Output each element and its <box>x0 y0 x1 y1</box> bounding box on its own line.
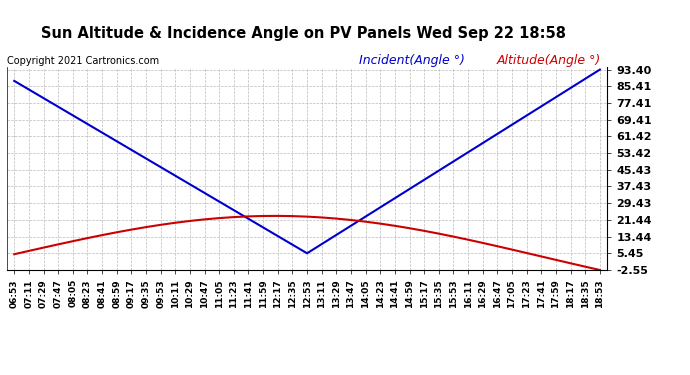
Text: Altitude(Angle °): Altitude(Angle °) <box>497 54 601 68</box>
Text: Sun Altitude & Incidence Angle on PV Panels Wed Sep 22 18:58: Sun Altitude & Incidence Angle on PV Pan… <box>41 26 566 41</box>
Text: Copyright 2021 Cartronics.com: Copyright 2021 Cartronics.com <box>7 56 159 66</box>
Text: Incident(Angle °): Incident(Angle °) <box>359 54 464 68</box>
